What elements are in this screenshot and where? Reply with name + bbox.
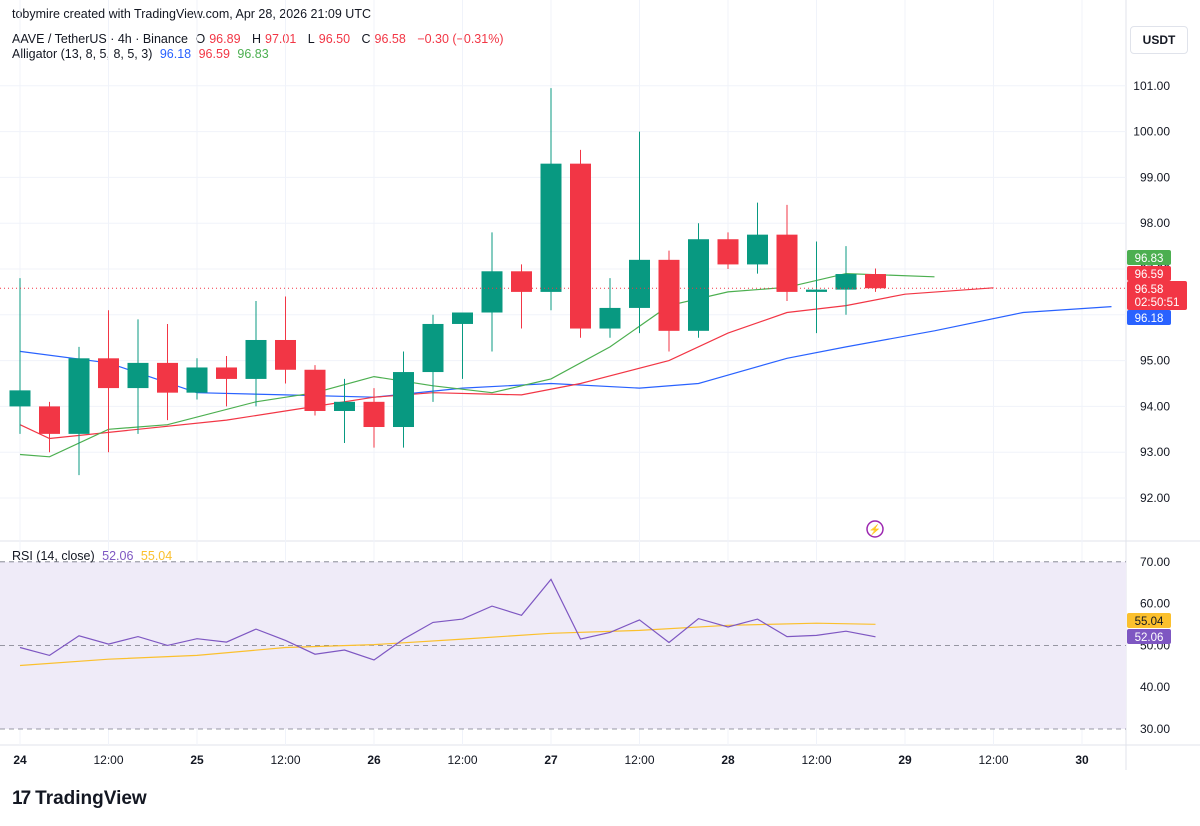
rsi-label[interactable]: RSI (14, close) bbox=[12, 549, 95, 563]
candle-body bbox=[334, 401, 355, 411]
high-value: 97.01 bbox=[265, 32, 297, 46]
change-value: −0.30 (−0.31%) bbox=[417, 32, 504, 46]
candle-body bbox=[629, 259, 650, 308]
rsi-ma-tag-text: 55.04 bbox=[1135, 616, 1164, 628]
candle-body bbox=[98, 358, 119, 389]
rsi-legend: RSI (14, close) 52.06 55.04 bbox=[12, 549, 176, 563]
rsi-ma-value: 55.04 bbox=[140, 549, 173, 563]
low-value: 96.50 bbox=[318, 32, 351, 46]
time-tick-label: 12:00 bbox=[624, 753, 654, 767]
candle-body bbox=[511, 271, 532, 292]
price-tick-label: 95.00 bbox=[1140, 354, 1170, 368]
candle-body bbox=[540, 163, 562, 292]
lips-price-tag-text: 96.83 bbox=[1135, 253, 1164, 265]
candle-body bbox=[806, 289, 827, 292]
open-value: 96.89 bbox=[209, 32, 241, 46]
lightning-icon bbox=[866, 520, 884, 538]
candle-body bbox=[422, 323, 444, 373]
price-tick-label: 94.00 bbox=[1140, 399, 1170, 413]
candle-body bbox=[186, 367, 208, 393]
candle-body bbox=[835, 274, 857, 290]
candle-body bbox=[481, 271, 503, 313]
candle-body bbox=[363, 401, 385, 428]
time-tick-label: 12:00 bbox=[93, 753, 123, 767]
rsi-tick-label: 30.00 bbox=[1140, 722, 1170, 736]
attribution: tobymire created with TradingView.com, A… bbox=[12, 7, 371, 21]
candle-body bbox=[717, 239, 739, 265]
alligator-lips-value: 96.83 bbox=[237, 47, 269, 61]
price-tick-label: 92.00 bbox=[1140, 491, 1170, 505]
close-value: 96.58 bbox=[374, 32, 406, 46]
candle-body bbox=[865, 274, 886, 289]
time-tick-label: 29 bbox=[898, 753, 912, 767]
price-tick-label: 99.00 bbox=[1140, 170, 1170, 184]
candle-body bbox=[216, 367, 237, 379]
alligator-teeth-line bbox=[19, 287, 994, 440]
candle-body bbox=[9, 390, 31, 407]
alligator-jaw-value: 96.18 bbox=[159, 47, 192, 61]
candle-body bbox=[393, 372, 414, 428]
rsi-tick-label: 70.00 bbox=[1140, 555, 1170, 569]
price-tick-label: 98.00 bbox=[1140, 216, 1170, 230]
rsi-tag-text: 52.06 bbox=[1135, 632, 1164, 644]
candle-body bbox=[304, 369, 326, 411]
last-price-tag bbox=[1127, 281, 1187, 310]
candle-body bbox=[275, 339, 296, 370]
candle-body bbox=[127, 362, 149, 389]
time-tick-label: 12:00 bbox=[978, 753, 1008, 767]
price-tick-label: 101.00 bbox=[1133, 79, 1170, 93]
rsi-tag bbox=[1127, 629, 1171, 644]
alligator-label[interactable]: Alligator (13, 8, 5, 8, 5, 3) bbox=[12, 47, 153, 61]
price-tick-label: 100.00 bbox=[1133, 125, 1170, 139]
tv-logo-icon: 17 bbox=[12, 788, 31, 809]
candle-body bbox=[776, 234, 798, 292]
candle-body bbox=[452, 312, 473, 324]
alligator-legend: Alligator (13, 8, 5, 8, 5, 3) 96.18 96.5… bbox=[12, 47, 273, 61]
time-tick-label: 26 bbox=[367, 753, 381, 767]
rsi-value: 52.06 bbox=[102, 549, 134, 563]
candle-body bbox=[39, 406, 60, 434]
time-tick-label: 25 bbox=[190, 753, 204, 767]
time-tick-label: 12:00 bbox=[447, 753, 477, 767]
time-tick-label: 27 bbox=[544, 753, 558, 767]
candle-body bbox=[658, 259, 680, 331]
rsi-tick-label: 60.00 bbox=[1140, 597, 1170, 611]
teeth-price-tag bbox=[1127, 266, 1171, 281]
candle-body bbox=[245, 339, 267, 379]
candle-body bbox=[747, 234, 768, 265]
time-tick-label: 30 bbox=[1075, 753, 1089, 767]
symbol-label[interactable]: AAVE / TetherUS · 4h · Binance bbox=[12, 32, 189, 46]
lips-price-tag bbox=[1127, 250, 1171, 265]
candle-body bbox=[570, 163, 591, 329]
countdown-text: 02:50:51 bbox=[1135, 297, 1180, 309]
price-tick-label: 93.00 bbox=[1140, 445, 1170, 459]
lightning-glyph: ⚡ bbox=[869, 523, 881, 536]
candle-body bbox=[599, 307, 621, 329]
jaw-price-tag bbox=[1127, 310, 1171, 325]
rsi-ma-tag bbox=[1127, 613, 1171, 628]
tradingview-logo[interactable]: 17 TradingView bbox=[12, 788, 147, 809]
candle-body bbox=[68, 358, 90, 434]
last-price-text: 96.58 bbox=[1135, 284, 1164, 296]
time-tick-label: 12:00 bbox=[270, 753, 300, 767]
rsi-tick-label: 40.00 bbox=[1140, 680, 1170, 694]
currency-button[interactable]: USDT bbox=[1130, 26, 1188, 54]
jaw-price-tag-text: 96.18 bbox=[1135, 313, 1164, 325]
alligator-teeth-value: 96.59 bbox=[198, 47, 230, 61]
rsi-line bbox=[19, 578, 876, 661]
teeth-price-tag-text: 96.59 bbox=[1135, 269, 1164, 281]
alligator-jaw-line bbox=[19, 306, 1112, 398]
candle-body bbox=[688, 239, 709, 331]
time-tick-label: 12:00 bbox=[801, 753, 831, 767]
rsi-ma-line bbox=[19, 622, 876, 667]
time-tick-label: 28 bbox=[721, 753, 735, 767]
time-tick-label: 24 bbox=[13, 753, 27, 767]
candle-body bbox=[157, 362, 178, 393]
